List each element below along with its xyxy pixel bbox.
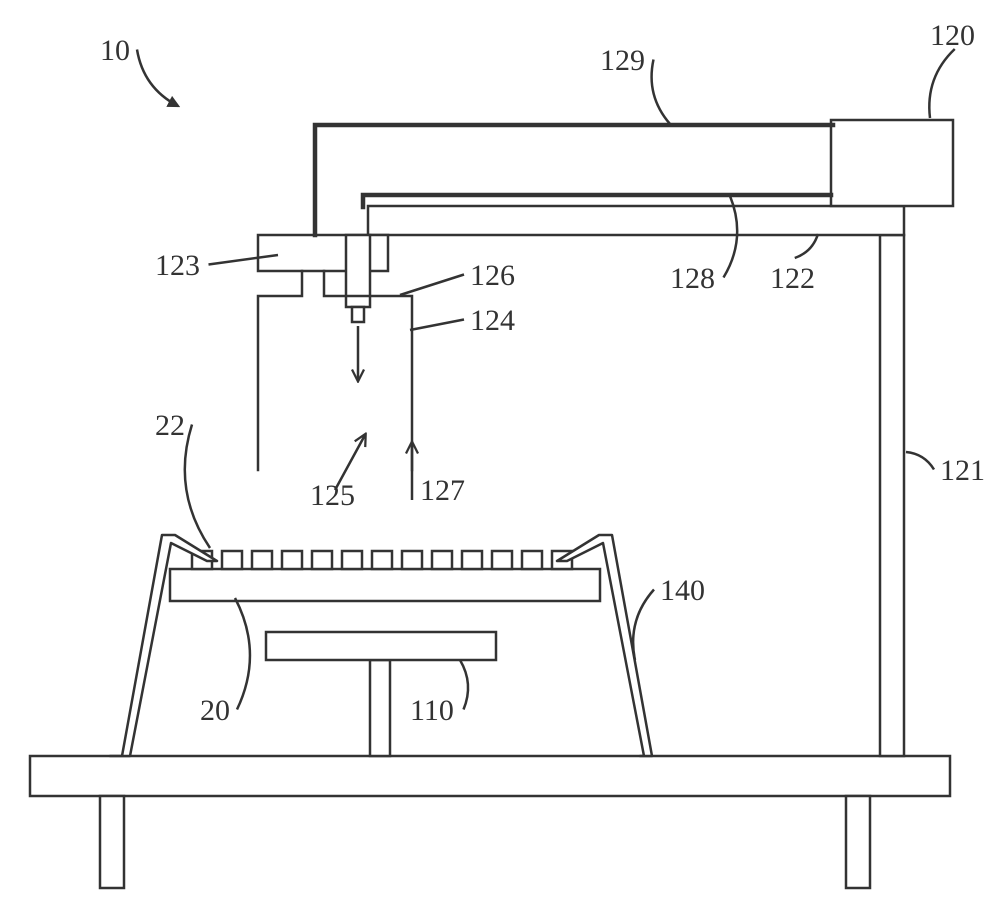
die2	[222, 551, 242, 569]
label-20: 20	[200, 694, 230, 727]
die6	[342, 551, 362, 569]
leader-140	[633, 590, 654, 661]
die11	[492, 551, 512, 569]
leader-10	[137, 50, 178, 107]
wafer	[170, 569, 600, 601]
die3	[252, 551, 272, 569]
label-126: 126	[470, 259, 515, 292]
label-123: 123	[155, 249, 200, 282]
label-121: 121	[940, 454, 985, 487]
leader-22	[185, 425, 210, 549]
cradle	[266, 632, 496, 660]
leader-129	[652, 60, 670, 125]
arm_post	[880, 235, 904, 756]
patent-diagram: 10 20 22 110 120 121 122 123 124 125 126 127 128 129 1…	[0, 0, 1000, 911]
label-22: 22	[155, 409, 185, 442]
label-127: 127	[420, 474, 465, 507]
nozzle_tip	[352, 307, 364, 322]
leader-20	[235, 598, 250, 710]
arm_beam	[368, 206, 904, 235]
leg_L	[100, 796, 124, 888]
label-120: 120	[930, 19, 975, 52]
leader-124	[410, 320, 464, 331]
leader-121	[906, 452, 934, 470]
label-128: 128	[670, 262, 715, 295]
die8	[402, 551, 422, 569]
stem_mid	[370, 660, 390, 756]
label-10: 10	[100, 34, 130, 67]
die12	[522, 551, 542, 569]
ctrl_box	[831, 120, 953, 206]
base_plate	[30, 756, 950, 796]
label-129: 129	[600, 44, 645, 77]
leader-110	[460, 660, 468, 710]
leader-126	[400, 275, 464, 296]
label-122: 122	[770, 262, 815, 295]
leader-120	[929, 49, 954, 118]
die5	[312, 551, 332, 569]
die7	[372, 551, 392, 569]
hood_L	[258, 271, 302, 470]
leg_R	[846, 796, 870, 888]
die9	[432, 551, 452, 569]
label-110: 110	[410, 694, 454, 727]
die10	[462, 551, 482, 569]
die4	[282, 551, 302, 569]
leader-122	[795, 234, 818, 258]
label-140: 140	[660, 574, 705, 607]
label-124: 124	[470, 304, 515, 337]
label-125: 125	[310, 479, 355, 512]
